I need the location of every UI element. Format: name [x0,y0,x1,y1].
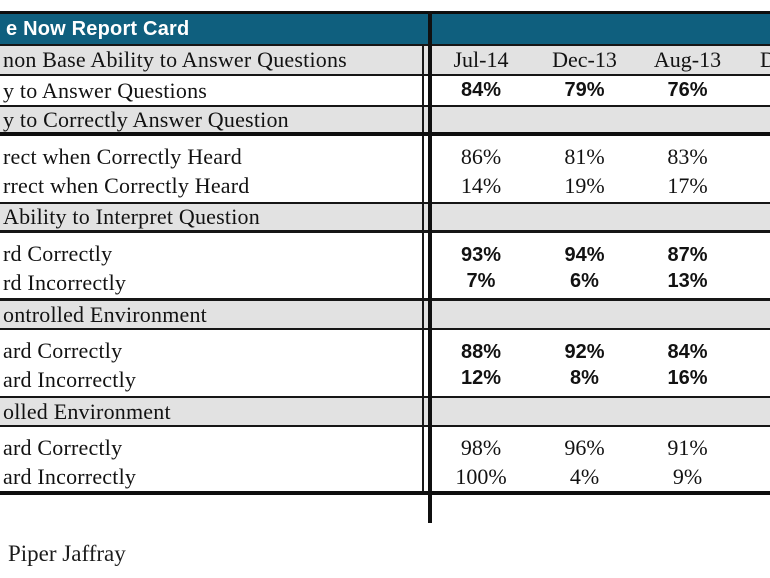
value-clipped [739,76,770,105]
section-header-row: Ability to Interpret Question [0,204,770,233]
value-jul14: 100% [455,464,507,489]
value-clipped [739,136,770,172]
empty-cell [739,301,770,328]
report-card-table: e Now Report Card non Base Ability to An… [0,11,770,495]
row-label: y to Answer Questions [0,76,424,105]
value-clipped [739,427,770,463]
table-row: ard Incorrectly 100% 4% 9% [0,463,770,495]
empty-cell [739,107,770,132]
value-clipped [739,233,770,269]
section-header-row: olled Environment [0,398,770,427]
title-col3 [636,14,739,44]
table-row: ard Correctly 98% 96% 91% [0,427,770,463]
value-aug13: 17% [667,173,708,198]
row-label: rd Correctly [0,233,424,269]
column-header-jul14: Jul-14 [453,47,509,72]
column-divider-line [428,11,432,523]
value-clipped [739,463,770,491]
row-label: rect when Correctly Heard [0,136,424,172]
column-header-aug13: Aug-13 [653,47,722,72]
empty-cell [533,204,636,230]
table-row: ard Correctly 88% 92% 84% [0,330,770,366]
value-jul14: 14% [460,173,502,198]
value-jul14: 7% [466,270,496,292]
empty-cell [636,398,739,425]
empty-cell [429,204,533,230]
section-label: olled Environment [0,398,424,425]
value-aug13: 13% [667,270,708,292]
value-jul14: 98% [460,435,502,460]
empty-cell [636,301,739,328]
empty-cell [636,204,739,230]
row-label: ard Correctly [0,427,424,463]
empty-cell [533,107,636,132]
value-jul14: 88% [460,341,502,363]
empty-cell [739,204,770,230]
table-row: y to Answer Questions 84% 79% 76% [0,76,770,107]
title-col4 [739,14,770,44]
value-jul14: 12% [460,367,502,389]
section-label: y to Correctly Answer Question [0,107,424,132]
value-aug13: 16% [667,367,708,389]
value-clipped [739,269,770,298]
source-note: Piper Jaffray [8,541,126,566]
row-label: rd Incorrectly [0,269,424,298]
value-aug13: 84% [667,341,708,363]
value-aug13: 87% [667,244,708,266]
table-row: rd Incorrectly 7% 6% 13% [0,269,770,301]
value-dec13: 96% [564,435,605,460]
value-clipped [739,366,770,396]
value-dec13: 19% [564,173,605,198]
row-label: ard Incorrectly [0,463,424,491]
value-aug13: 76% [667,79,708,101]
value-clipped [739,330,770,366]
section-header-row: y to Correctly Answer Question [0,107,770,136]
value-aug13: 91% [667,435,708,460]
value-jul14: 93% [460,244,502,266]
value-clipped [739,172,770,202]
value-aug13: 9% [672,464,703,489]
section-header-row: ontrolled Environment [0,301,770,330]
value-jul14: 86% [460,144,502,169]
empty-cell [429,107,533,132]
empty-cell [429,398,533,425]
value-dec13: 94% [564,244,605,266]
header-label: non Base Ability to Answer Questions [0,46,424,74]
empty-cell [533,398,636,425]
table-row: rrect when Correctly Heard 14% 19% 17% [0,172,770,204]
row-label: ard Correctly [0,330,424,366]
table-row: rd Correctly 93% 94% 87% [0,233,770,269]
value-dec13: 92% [564,341,605,363]
section-label: Ability to Interpret Question [0,204,424,230]
title-col2 [533,14,636,44]
row-label: ard Incorrectly [0,366,424,396]
value-dec13: 81% [564,144,605,169]
table-title-row: e Now Report Card [0,14,770,46]
value-jul14: 84% [460,79,502,101]
title-col1 [429,14,533,44]
column-header-row: non Base Ability to Answer Questions Jul… [0,46,770,76]
column-header-dec13: Dec-13 [552,47,617,72]
empty-cell [739,398,770,425]
table-row: rect when Correctly Heard 86% 81% 83% [0,136,770,172]
value-dec13: 8% [570,367,599,389]
empty-cell [429,301,533,328]
empty-cell [533,301,636,328]
column-header-clipped: D [760,47,770,72]
table-row: ard Incorrectly 12% 8% 16% [0,366,770,398]
value-dec13: 6% [570,270,599,292]
section-label: ontrolled Environment [0,301,424,328]
value-dec13: 4% [569,464,600,489]
value-dec13: 79% [564,79,605,101]
row-label: rrect when Correctly Heard [0,172,424,202]
value-aug13: 83% [667,144,708,169]
empty-cell [636,107,739,132]
table-title: e Now Report Card [6,17,190,40]
